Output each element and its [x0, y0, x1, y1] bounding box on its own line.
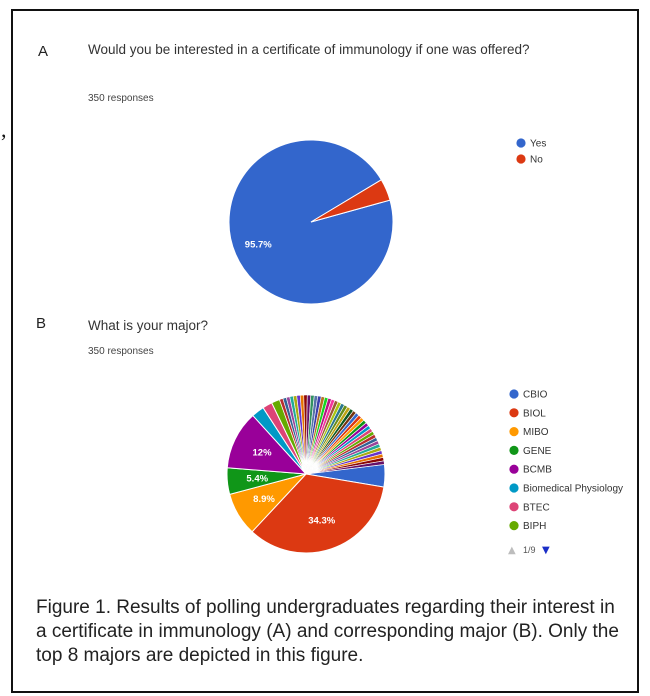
figure-caption: Figure 1. Results of polling undergradua…	[36, 597, 619, 666]
legend-a-swatch-no	[516, 154, 526, 164]
legend-b-label-cbio: CBIO	[523, 390, 548, 401]
panel-b-response-count: 350 responses	[88, 346, 154, 357]
panel-b-question: What is your major?	[88, 318, 209, 333]
pie-a-slice-no	[310, 179, 391, 223]
pie-b-data-label: 34.3%	[308, 515, 335, 526]
panel-a-response-count: 350 responses	[88, 93, 154, 104]
legend-b-swatch-biomedical-physiology	[509, 483, 519, 493]
legend-b-label-biol: BIOL	[523, 408, 546, 419]
legend-pager-down-icon: ▼	[542, 545, 550, 556]
legend-b-label-btec: BTEC	[523, 502, 550, 513]
legend-b-swatch-cbio	[509, 389, 519, 399]
legend-b-label-mibo: MIBO	[523, 427, 549, 438]
legend-b-swatch-btec	[509, 502, 519, 512]
panel-a-question: Would you be interested in a certificate…	[88, 42, 530, 57]
legend-b-label-biomedical-physiology: Biomedical Physiology	[523, 484, 623, 495]
pie-b-slice-biol	[251, 473, 385, 554]
pie-b-data-label: 8.9%	[253, 494, 275, 505]
legend-pager-label: 1/9	[523, 545, 536, 555]
legend-b-label-gene: GENE	[523, 446, 552, 457]
legend-a-label-yes: Yes	[530, 139, 546, 150]
panel-b-letter: B	[36, 315, 47, 332]
panel-a-letter: A	[38, 43, 49, 60]
pie-b-slice-bcmb	[226, 414, 308, 475]
legend-b-swatch-bcmb	[509, 464, 519, 474]
legend-b-label-bcmb: BCMB	[523, 465, 552, 476]
pie-a-data-label: 95.7%	[245, 240, 272, 251]
legend-b-swatch-biol	[509, 408, 519, 418]
pie-b-minor-slice	[305, 460, 385, 475]
legend-b-swatch-mibo	[509, 427, 519, 437]
legend-pager-up-icon: ▲	[508, 545, 516, 556]
legend-b-swatch-biph	[509, 521, 519, 531]
legend-b-swatch-gene	[509, 445, 519, 455]
legend-a-label-no: No	[530, 155, 543, 166]
legend-a-swatch-yes	[516, 138, 526, 148]
stray-comma-mark: ,	[1, 117, 7, 142]
legend-b-label-biph: BIPH	[523, 521, 546, 532]
figure-frame	[11, 9, 639, 693]
pie-b-data-label: 5.4%	[246, 473, 268, 484]
pie-b-data-label: 12%	[253, 447, 273, 458]
